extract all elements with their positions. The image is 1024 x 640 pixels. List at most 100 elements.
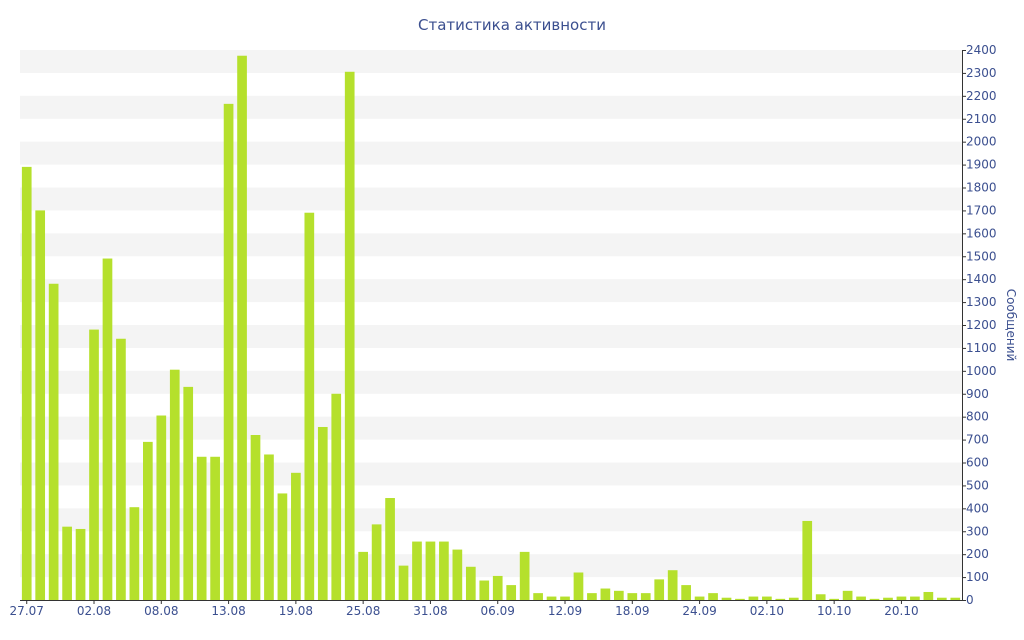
bar <box>35 210 46 601</box>
bar <box>344 71 355 600</box>
grid-band <box>20 370 962 394</box>
y-tick-label: 800 <box>966 410 989 424</box>
bar <box>304 212 315 600</box>
y-tick-label: 1200 <box>966 318 997 332</box>
y-tick-label: 1300 <box>966 295 997 309</box>
bar <box>371 524 382 601</box>
y-tick-label: 2000 <box>966 135 997 149</box>
bar <box>143 441 153 601</box>
y-tick-label: 2400 <box>966 43 997 57</box>
x-tick-label: 12.09 <box>548 604 582 618</box>
bar <box>788 597 799 600</box>
x-tick-label: 13.08 <box>211 604 245 618</box>
y-tick-label: 1700 <box>966 203 997 217</box>
bar <box>169 369 180 600</box>
x-tick-label: 31.08 <box>413 604 447 618</box>
x-tick-labels: 27.07 02.08 08.08 13.08 19.08 25.08 31.08 06.09… <box>10 600 919 618</box>
x-tick-label: 25.08 <box>346 604 380 618</box>
bar <box>627 593 638 601</box>
bar <box>775 598 786 600</box>
bar <box>102 258 113 600</box>
bar <box>465 566 476 600</box>
bar <box>492 575 503 600</box>
y-axis-label: Сообщений <box>1004 289 1018 362</box>
bar <box>75 528 86 600</box>
bar <box>856 596 866 600</box>
y-tick-label: 0 <box>966 593 974 607</box>
bar <box>129 507 140 600</box>
y-tick-label: 500 <box>966 478 989 492</box>
bar <box>721 597 732 600</box>
grid-band <box>20 187 962 211</box>
bar <box>560 596 570 600</box>
bar <box>385 498 395 600</box>
bar <box>291 472 301 600</box>
x-tick-label: 27.07 <box>10 604 44 618</box>
bar <box>317 426 328 600</box>
bar <box>950 597 961 600</box>
y-tick-label: 1800 <box>966 181 997 195</box>
bar <box>439 541 449 600</box>
bar <box>869 598 880 600</box>
bar <box>506 585 517 600</box>
bar <box>452 549 463 600</box>
y-tick-label: 2100 <box>966 112 997 126</box>
bar <box>896 596 907 600</box>
bar <box>398 565 409 601</box>
x-tick-label: 02.10 <box>750 604 784 618</box>
bar <box>425 541 436 600</box>
bar <box>116 338 126 600</box>
x-tick-label: 18.09 <box>615 604 649 618</box>
bar <box>277 493 288 600</box>
bar <box>210 456 220 600</box>
grid-band <box>20 95 962 119</box>
bar <box>762 596 772 600</box>
bar <box>883 597 893 600</box>
bar <box>196 456 207 600</box>
bar <box>89 329 99 600</box>
x-tick-label: 20.10 <box>884 604 918 618</box>
grid-band <box>20 416 962 440</box>
bar <box>654 579 665 601</box>
bar <box>412 541 422 600</box>
bar <box>815 594 826 600</box>
bar <box>640 593 651 601</box>
bar <box>156 415 167 600</box>
y-tick-label: 400 <box>966 501 989 515</box>
x-tick-label: 02.08 <box>77 604 111 618</box>
bar <box>694 596 705 600</box>
bar <box>237 55 247 601</box>
y-tick-label: 2200 <box>966 89 997 103</box>
bar <box>250 435 261 600</box>
bar <box>936 597 947 600</box>
y-tick-label: 1600 <box>966 226 997 240</box>
bar <box>358 551 368 601</box>
bar <box>910 596 920 600</box>
bar <box>735 598 745 600</box>
grid-bands <box>20 50 962 578</box>
grid-band <box>20 233 962 257</box>
bar <box>681 585 691 600</box>
bar <box>331 393 342 600</box>
bar <box>573 572 584 600</box>
y-tick-label: 1000 <box>966 364 997 378</box>
y-tick-label: 2300 <box>966 66 997 80</box>
y-tick-label: 1500 <box>966 249 997 263</box>
bar <box>533 593 543 601</box>
bar <box>546 596 557 600</box>
y-tick-label: 100 <box>966 570 989 584</box>
y-tick-label: 1100 <box>966 341 997 355</box>
y-tick-label: 600 <box>966 456 989 470</box>
bar <box>264 454 274 600</box>
bar <box>223 103 234 600</box>
y-tick-labels: 0 100 200 300 400 500 600 700 800 900 1000 1100 1200… <box>962 43 997 607</box>
y-tick-label: 700 <box>966 433 989 447</box>
y-tick-label: 900 <box>966 387 989 401</box>
bar <box>829 598 839 600</box>
bar <box>748 596 759 600</box>
bar <box>667 570 678 600</box>
bar <box>519 551 530 601</box>
bar <box>923 591 934 600</box>
grid-band <box>20 325 962 348</box>
